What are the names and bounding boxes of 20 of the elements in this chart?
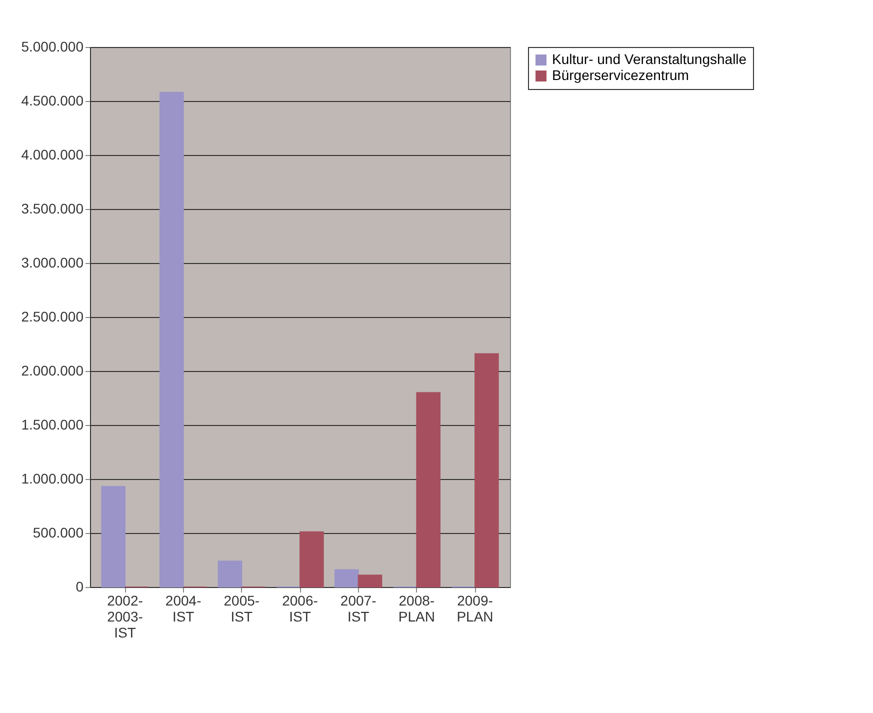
legend-label: Kultur- und Veranstaltungshalle: [552, 51, 747, 67]
y-tick-label: 3.500.000: [21, 200, 84, 216]
y-tick-label: 1.500.000: [21, 416, 84, 432]
y-tick-label: 4.000.000: [21, 146, 84, 162]
y-tick-label: 1.000.000: [21, 470, 84, 486]
y-tick-label: 0: [76, 578, 84, 594]
y-tick-label: 3.000.000: [21, 254, 84, 270]
x-tick-label: 2006-IST: [282, 592, 318, 624]
legend-label: Bürgerservicezentrum: [552, 67, 689, 83]
y-tick-label: 2.500.000: [21, 308, 84, 324]
y-tick-label: 2.000.000: [21, 362, 84, 378]
x-tick-label: 2008-PLAN: [398, 592, 435, 624]
x-tick-label: 2004-IST: [165, 592, 202, 624]
x-tick-label: 2009-PLAN: [456, 592, 494, 624]
x-tick-label: 2005-IST: [224, 592, 260, 624]
y-tick-label: 4.500.000: [21, 92, 84, 108]
x-tick-label: 2007-IST: [340, 592, 377, 624]
x-tick-label: 2002-2003-IST: [107, 592, 144, 640]
y-tick-label: 500.000: [32, 524, 84, 540]
y-tick-label: 5.000.000: [21, 38, 84, 54]
